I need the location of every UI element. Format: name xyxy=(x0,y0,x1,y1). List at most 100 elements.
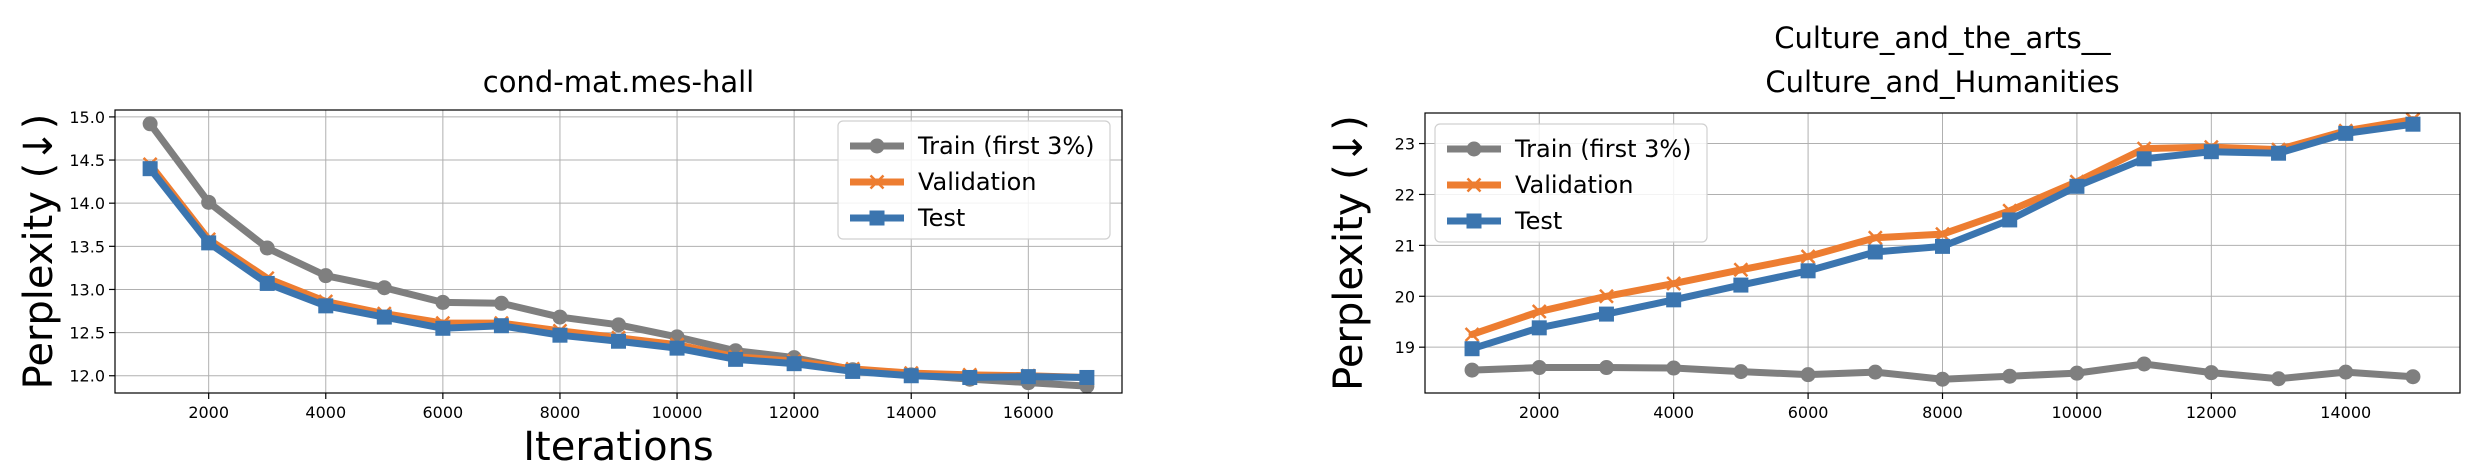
x-tick-label: 12000 xyxy=(2186,403,2237,422)
y-tick-label: 19 xyxy=(1395,338,1415,357)
data-point xyxy=(493,318,509,334)
x-tick-label: 16000 xyxy=(1003,403,1054,422)
data-point xyxy=(2069,178,2085,194)
data-point xyxy=(2338,364,2354,380)
chart-panel-1: 2000 4000 6000 8000 10000 12000 14000 16000 12.0… xyxy=(16,65,1123,470)
y-tick-label: 13.5 xyxy=(69,237,105,256)
x-tick-label: 4000 xyxy=(1653,403,1694,422)
x-tick-label: 6000 xyxy=(423,403,464,422)
legend-marker xyxy=(869,174,885,190)
series-test xyxy=(142,161,1095,385)
data-point xyxy=(318,268,334,284)
y-tick-label: 14.5 xyxy=(69,151,105,170)
legend-label: Test xyxy=(1514,207,1562,235)
y-axis-label: Perplexity (↓) xyxy=(1326,115,1372,391)
data-point xyxy=(1733,277,1749,293)
chart-title-line: Culture_and_Humanities xyxy=(1765,65,2119,99)
data-point xyxy=(2405,116,2421,132)
data-point xyxy=(728,351,744,367)
data-point xyxy=(1800,263,1816,279)
x-tick-label: 12000 xyxy=(769,403,820,422)
data-point xyxy=(1599,288,1614,304)
data-point xyxy=(376,309,392,325)
data-point xyxy=(611,317,626,333)
chart-title: cond-mat.mes-hall xyxy=(483,65,754,99)
data-point xyxy=(1935,371,1950,387)
legend-box xyxy=(837,120,1111,240)
x-tick-label: 8000 xyxy=(1922,403,1963,422)
data-point xyxy=(1867,364,1883,380)
data-point xyxy=(2002,212,2018,228)
x-tick-label: 4000 xyxy=(305,403,346,422)
x-tick-label: 2000 xyxy=(1519,403,1560,422)
data-point xyxy=(1598,360,1614,376)
data-point xyxy=(2002,368,2018,384)
legend-marker xyxy=(1466,141,1482,157)
y-tick-label: 12.5 xyxy=(69,324,105,343)
y-tick-label: 21 xyxy=(1395,236,1415,255)
data-point xyxy=(1935,226,1950,242)
data-point xyxy=(2203,365,2219,381)
legend-label: Test xyxy=(917,204,965,232)
x-tick-label: 10000 xyxy=(2051,403,2102,422)
data-point xyxy=(2136,356,2152,372)
data-point xyxy=(1464,362,1480,378)
data-point xyxy=(2069,365,2085,381)
data-point xyxy=(1867,244,1883,260)
series-train-first-3 xyxy=(1464,356,2421,387)
data-point xyxy=(376,280,392,296)
legend-marker xyxy=(869,210,885,226)
y-axis-label: Perplexity (↓) xyxy=(16,114,62,390)
legend-marker xyxy=(1466,177,1482,193)
legend: Train (first 3%) Validation Test xyxy=(837,120,1111,240)
legend-label: Validation xyxy=(1515,171,1634,199)
data-point xyxy=(318,298,334,314)
series-test xyxy=(1464,116,2421,357)
y-tick-label: 12.0 xyxy=(69,367,105,386)
data-point xyxy=(1666,292,1682,308)
data-point xyxy=(1464,341,1480,357)
data-point xyxy=(142,116,158,132)
y-tick-label: 14.0 xyxy=(69,194,105,213)
data-point xyxy=(2203,144,2219,160)
data-point xyxy=(259,240,275,256)
data-point xyxy=(201,235,217,251)
data-point xyxy=(435,294,451,310)
x-tick-label: 8000 xyxy=(540,403,581,422)
legend-marker xyxy=(1466,213,1482,229)
data-point xyxy=(1733,364,1749,380)
data-point xyxy=(1598,306,1614,322)
x-tick-label: 14000 xyxy=(2320,403,2371,422)
legend: Train (first 3%) Validation Test xyxy=(1434,123,1708,243)
y-tick-label: 15.0 xyxy=(69,108,105,127)
data-point xyxy=(903,368,919,384)
data-point xyxy=(1464,327,1480,342)
x-tick-label: 14000 xyxy=(886,403,937,422)
y-tick-label: 20 xyxy=(1395,287,1415,306)
data-point xyxy=(1531,360,1547,376)
data-point xyxy=(845,363,861,379)
plot-frame xyxy=(1424,112,2461,394)
data-point xyxy=(1531,320,1547,336)
data-point xyxy=(611,333,626,349)
data-point xyxy=(2338,125,2354,141)
data-point xyxy=(1666,360,1682,376)
data-point xyxy=(2136,151,2152,167)
x-tick-label: 10000 xyxy=(652,403,703,422)
legend-label: Train (first 3%) xyxy=(1514,135,1692,163)
legend-marker xyxy=(869,138,885,154)
x-tick-label: 6000 xyxy=(1788,403,1829,422)
x-tick-label: 2000 xyxy=(188,403,229,422)
data-point xyxy=(1733,262,1749,278)
data-point xyxy=(1020,369,1036,385)
data-point xyxy=(1531,304,1547,319)
plot-frame xyxy=(114,109,1123,394)
data-point xyxy=(2271,371,2287,387)
data-point xyxy=(1935,238,1950,254)
data-point xyxy=(2271,145,2287,161)
data-point xyxy=(142,161,158,177)
legend-label: Validation xyxy=(918,168,1037,196)
data-point xyxy=(552,309,568,325)
